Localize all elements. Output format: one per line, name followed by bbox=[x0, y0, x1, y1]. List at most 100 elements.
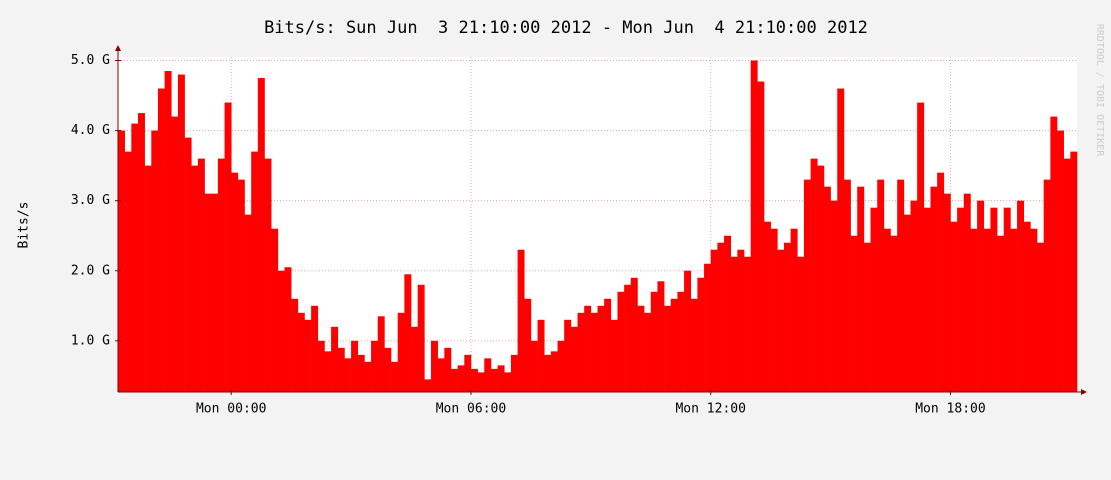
area-bar bbox=[763, 221, 771, 392]
area-bar bbox=[897, 179, 905, 392]
area-bar bbox=[264, 158, 272, 392]
area-bar bbox=[697, 277, 705, 392]
area-bar bbox=[191, 165, 199, 392]
area-bar bbox=[377, 316, 385, 392]
area-bar bbox=[424, 379, 432, 392]
area-bar bbox=[830, 200, 838, 392]
area-bar bbox=[417, 284, 425, 392]
area-bar bbox=[744, 256, 751, 392]
area-bar bbox=[224, 102, 232, 393]
area-bar bbox=[770, 228, 778, 392]
area-bar bbox=[797, 256, 805, 392]
area-bar bbox=[317, 340, 325, 392]
area-bar bbox=[777, 249, 785, 392]
area-bar bbox=[957, 207, 965, 392]
area-bar bbox=[510, 354, 518, 392]
area-bar bbox=[724, 235, 731, 392]
area-bar bbox=[397, 312, 405, 392]
area-bar bbox=[970, 228, 978, 392]
area-bar bbox=[883, 228, 891, 392]
area-bar bbox=[331, 326, 339, 392]
area-bar bbox=[617, 291, 625, 392]
y-tick-label: 4.0 G bbox=[71, 123, 110, 138]
y-tick-label: 3.0 G bbox=[71, 193, 110, 208]
area-bar bbox=[151, 130, 159, 392]
area-bar bbox=[544, 354, 552, 392]
area-bar bbox=[923, 207, 931, 392]
area-bar bbox=[257, 78, 265, 392]
area-bar bbox=[837, 88, 845, 392]
area-bar bbox=[877, 179, 885, 392]
area-bar bbox=[164, 71, 172, 393]
area-bar bbox=[817, 165, 825, 392]
area-bar bbox=[950, 221, 958, 392]
area-bar bbox=[444, 347, 452, 392]
area-bar bbox=[364, 361, 372, 392]
area-bar bbox=[644, 312, 652, 392]
area-bar bbox=[217, 158, 225, 392]
area-bar bbox=[1030, 228, 1038, 392]
area-bar bbox=[517, 249, 525, 392]
area-bar bbox=[477, 372, 485, 392]
area-bar bbox=[251, 151, 259, 392]
area-bar bbox=[1057, 130, 1064, 392]
area-bar bbox=[1017, 200, 1025, 392]
area-bar bbox=[324, 351, 332, 392]
x-tick-label: Mon 00:00 bbox=[196, 402, 266, 417]
area-bar bbox=[757, 81, 765, 392]
y-tick-label: 2.0 G bbox=[71, 263, 110, 278]
area-bar bbox=[171, 116, 179, 392]
area-bar bbox=[570, 326, 578, 392]
area-bar bbox=[750, 60, 758, 393]
area-bar bbox=[790, 228, 798, 392]
area-bar bbox=[144, 165, 152, 392]
x-tick-label: Mon 06:00 bbox=[436, 402, 506, 417]
area-bar bbox=[630, 277, 638, 392]
area-bar bbox=[1043, 179, 1051, 392]
area-bar bbox=[118, 130, 125, 392]
area-bar bbox=[717, 242, 725, 392]
area-bar bbox=[983, 228, 991, 392]
area-bar bbox=[1070, 151, 1078, 392]
area-bar bbox=[584, 305, 592, 392]
area-bar bbox=[177, 74, 185, 392]
area-bar bbox=[863, 242, 871, 392]
area-bar bbox=[637, 305, 645, 392]
area-bar bbox=[737, 249, 745, 392]
area-bar bbox=[384, 347, 392, 392]
area-bar bbox=[943, 193, 951, 392]
area-bar bbox=[684, 270, 692, 392]
area-bar bbox=[977, 200, 985, 392]
area-bar bbox=[450, 368, 458, 392]
area-bar bbox=[304, 319, 312, 392]
area-bar bbox=[131, 123, 139, 392]
area-bar bbox=[484, 358, 492, 392]
area-bar bbox=[490, 368, 498, 392]
area-bar bbox=[1037, 242, 1045, 392]
area-bar bbox=[783, 242, 791, 392]
area-bar bbox=[710, 249, 718, 392]
area-bar bbox=[197, 158, 205, 392]
area-bar bbox=[917, 102, 925, 393]
area-bar bbox=[1023, 221, 1031, 392]
area-bar bbox=[537, 319, 545, 392]
area-bar bbox=[730, 256, 738, 392]
y-tick-label: 1.0 G bbox=[71, 333, 110, 348]
area-bar bbox=[810, 158, 818, 392]
x-axis-arrow bbox=[1081, 389, 1087, 395]
area-bar bbox=[677, 291, 685, 392]
area-bar bbox=[657, 281, 665, 392]
area-bar bbox=[497, 365, 505, 392]
area-bar bbox=[284, 267, 292, 392]
area-bar bbox=[857, 186, 865, 392]
y-tick-label: 5.0 G bbox=[71, 53, 110, 68]
area-bar bbox=[530, 340, 538, 392]
y-axis-label: Bits/s bbox=[17, 202, 32, 249]
area-bar bbox=[704, 263, 712, 392]
area-bar bbox=[850, 235, 858, 392]
area-bar bbox=[231, 172, 239, 392]
area-bar bbox=[211, 193, 219, 392]
area-bar bbox=[204, 193, 212, 392]
area-bar bbox=[470, 368, 478, 392]
